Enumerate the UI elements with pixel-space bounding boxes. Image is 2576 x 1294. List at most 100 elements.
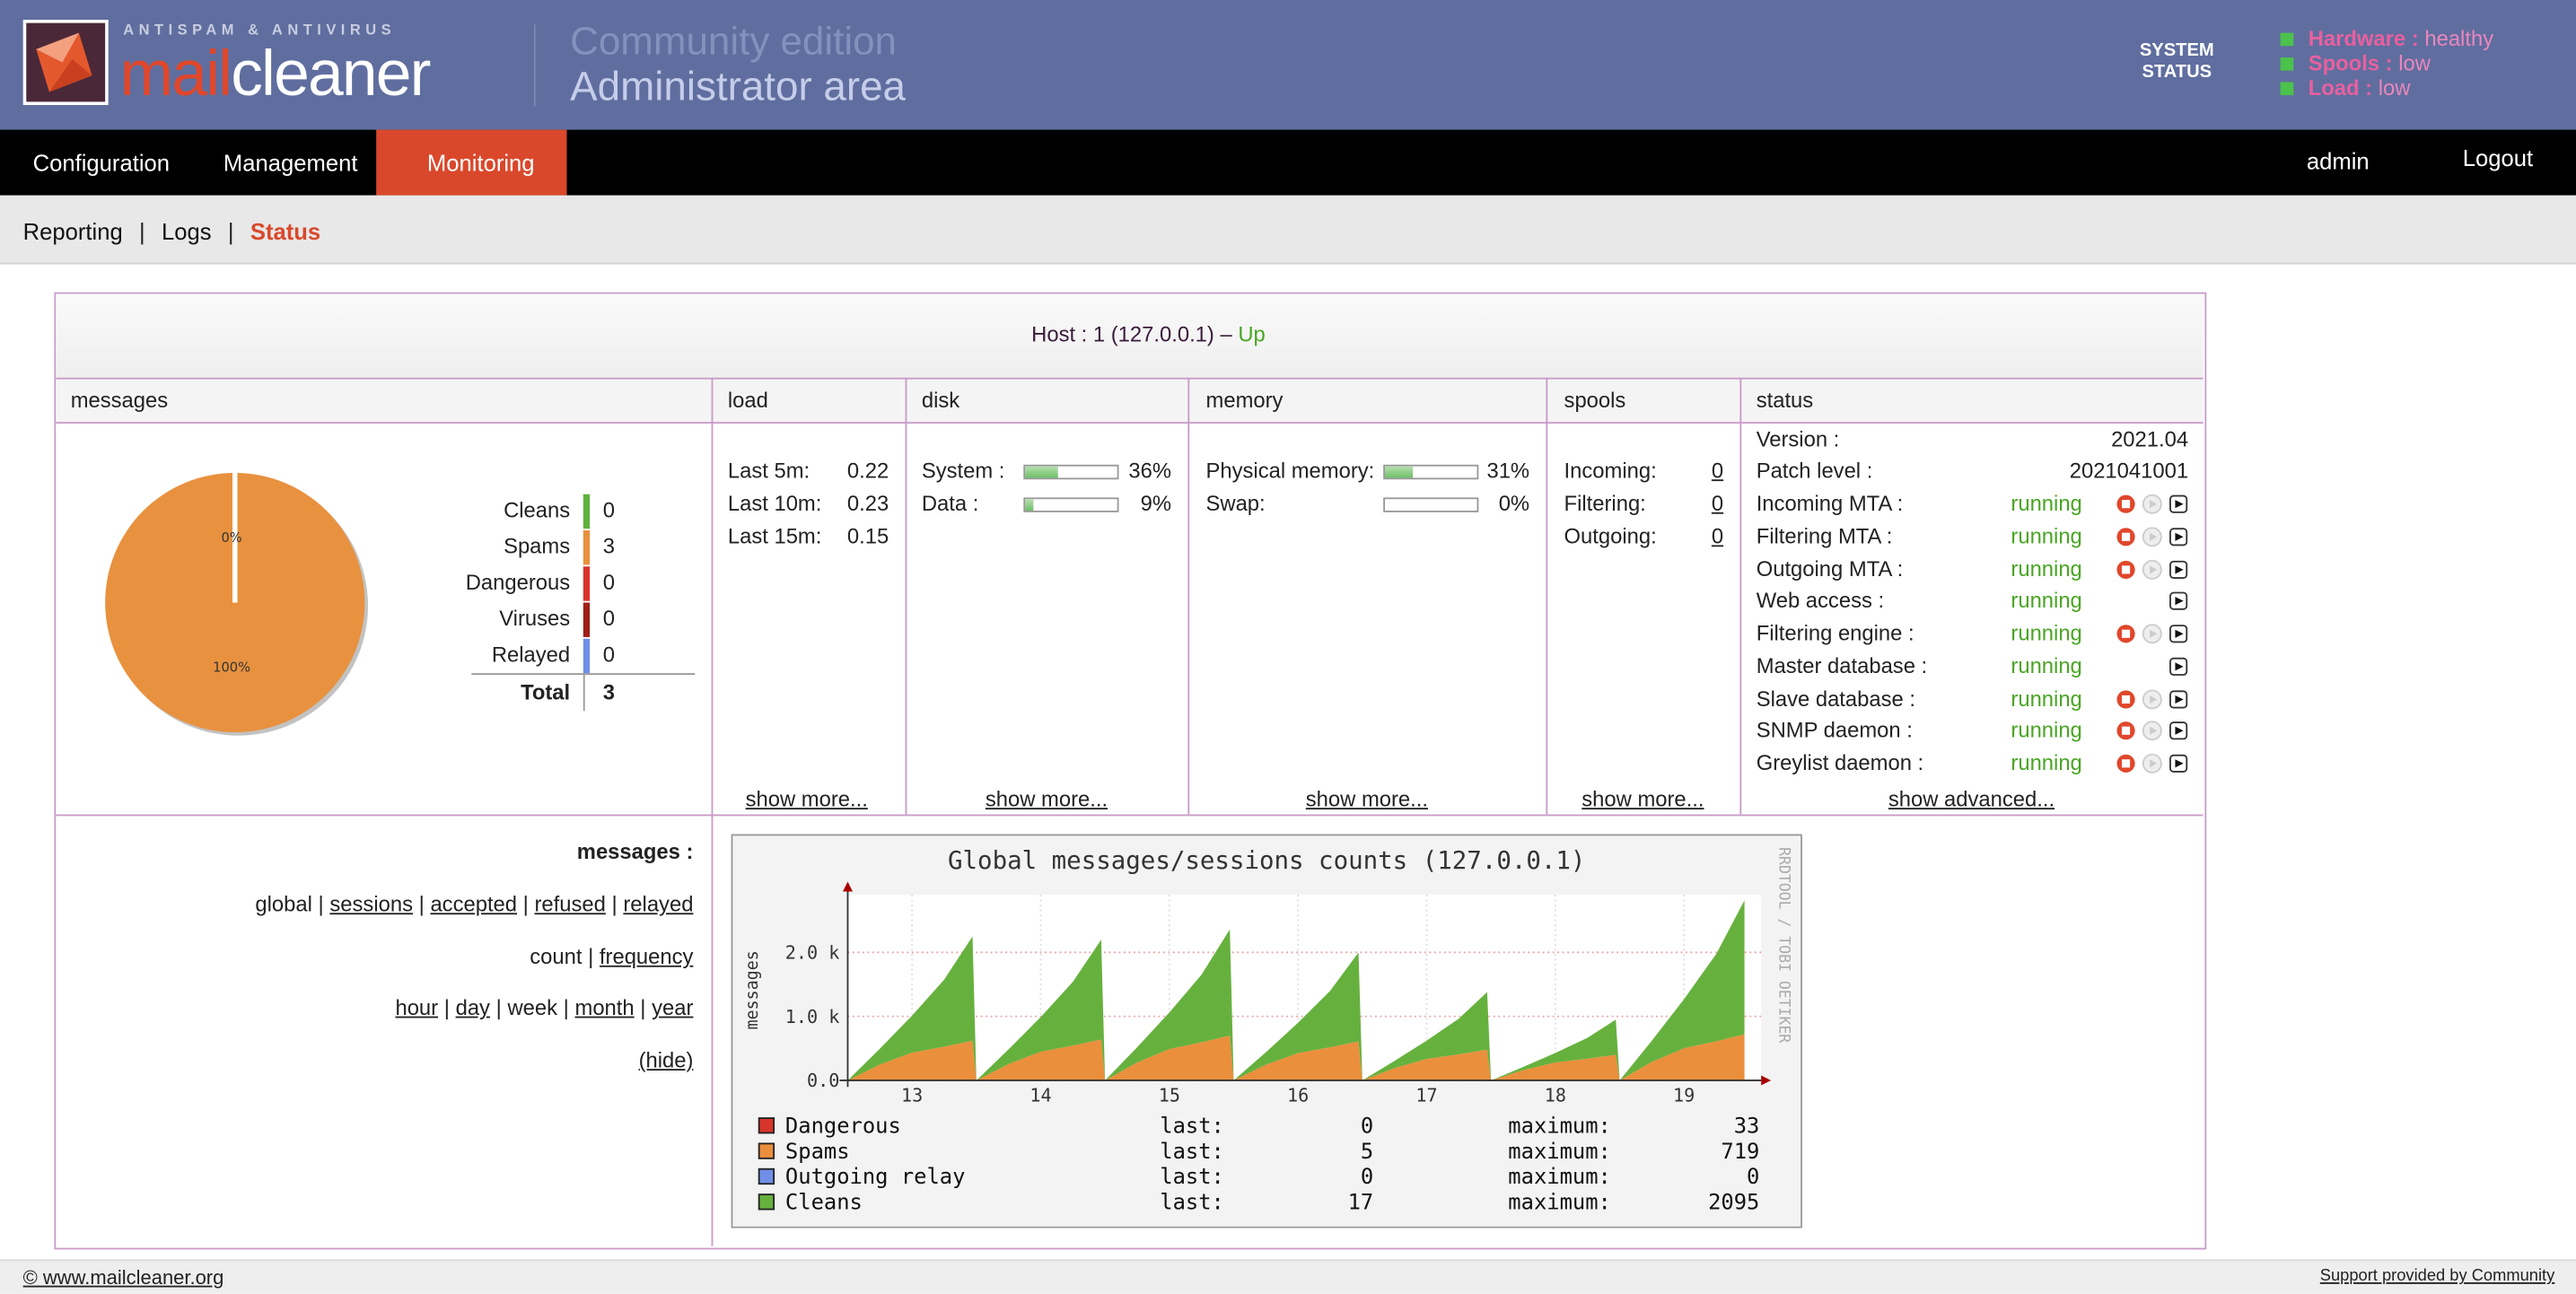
service-controls	[2116, 688, 2188, 709]
spool-label: Filtering:	[1564, 491, 1646, 516]
legend-value: 0	[602, 497, 615, 522]
meter-fill	[1025, 499, 1034, 511]
nav-logout[interactable]: Logout	[2462, 144, 2534, 171]
menu-link[interactable]: relayed	[623, 891, 694, 916]
menu-link[interactable]: year	[652, 994, 694, 1020]
memory-percent: 0%	[1498, 491, 1530, 516]
restart-glyph	[2175, 694, 2184, 704]
separator: |	[640, 994, 646, 1020]
panel-header-row	[56, 377, 2204, 424]
separator: |	[563, 994, 569, 1020]
service-state: running	[2011, 750, 2082, 775]
restart-button[interactable]	[2169, 625, 2188, 643]
menu-link[interactable]: hour	[395, 994, 439, 1020]
service-state: running	[2011, 685, 2082, 711]
panel-header: status	[1756, 387, 1814, 413]
nav-item[interactable]: Monitoring	[426, 149, 535, 176]
legend-name: Cleans	[785, 1190, 863, 1215]
meter-fill	[1385, 466, 1414, 478]
stop-button[interactable]	[2116, 494, 2135, 513]
subnav-item[interactable]: Logs	[162, 218, 212, 245]
show-more-link[interactable]: show more...	[1582, 786, 1704, 811]
y-tick-label: 2.0 k	[785, 942, 840, 964]
status-indicator	[2280, 57, 2294, 71]
legend-last: 0	[1361, 1164, 1373, 1189]
show-more-link[interactable]: show more...	[1305, 786, 1429, 811]
y-tick-label: 1.0 k	[785, 1006, 840, 1027]
restart-button[interactable]	[2169, 494, 2188, 513]
footer-link[interactable]: © www.mailcleaner.org	[22, 1265, 224, 1290]
service-controls	[2116, 494, 2188, 514]
logo-icon	[22, 19, 109, 106]
service-state: running	[2011, 555, 2082, 581]
divider	[905, 377, 907, 815]
host-state: Up	[1238, 321, 1266, 347]
legend-max: 33	[1734, 1113, 1760, 1138]
status-value: low	[2378, 75, 2411, 101]
status-name: Spools :	[2308, 50, 2393, 76]
stop-button[interactable]	[2116, 527, 2135, 546]
menu-link[interactable]: month	[574, 994, 635, 1020]
restart-button[interactable]	[2169, 559, 2188, 579]
rrd-graph: Global messages/sessions counts (127.0.0…	[731, 834, 1802, 1228]
stop-button[interactable]	[2116, 754, 2135, 773]
series-area	[847, 900, 1745, 1080]
legend-swatch	[758, 1193, 775, 1211]
restart-button[interactable]	[2169, 689, 2188, 708]
nav-item[interactable]: Configuration	[32, 149, 171, 176]
restart-button[interactable]	[2169, 527, 2188, 546]
show-advanced-link[interactable]: show advanced...	[1888, 786, 2055, 811]
patch-value: 2021041001	[2069, 458, 2189, 483]
subnav-item[interactable]: Reporting	[22, 218, 123, 245]
start-button	[2142, 494, 2162, 514]
service-controls	[2116, 526, 2188, 546]
spool-value[interactable]: 0	[1711, 458, 1724, 483]
stop-button[interactable]	[2116, 559, 2135, 579]
edition: Community edition	[570, 19, 897, 65]
restart-button[interactable]	[2169, 721, 2188, 740]
start-button	[2142, 688, 2162, 709]
restart-glyph	[2175, 661, 2184, 670]
restart-button[interactable]	[2169, 754, 2188, 773]
legend-swatch	[758, 1142, 775, 1159]
nav-item[interactable]: Management	[223, 149, 358, 176]
menu-link[interactable]: refused	[534, 891, 606, 916]
version-label: Version :	[1756, 426, 1840, 452]
legend-max: 719	[1721, 1139, 1759, 1164]
stop-button[interactable]	[2116, 625, 2135, 643]
menu-link[interactable]: frequency	[599, 944, 694, 969]
restart-button[interactable]	[2169, 657, 2188, 676]
menu-link[interactable]: sessions	[329, 891, 413, 916]
subnav-item[interactable]: Status	[250, 218, 321, 245]
load-label: Last 10m:	[727, 491, 822, 516]
load-value: 0.23	[846, 491, 889, 516]
x-tick-label: 16	[1287, 1085, 1309, 1106]
status-value: healthy	[2424, 26, 2494, 51]
stop-glyph	[2121, 564, 2131, 573]
spool-value[interactable]: 0	[1711, 523, 1724, 549]
stop-button[interactable]	[2116, 721, 2135, 740]
menu-link[interactable]: accepted	[430, 891, 518, 916]
total-bar	[583, 675, 585, 712]
load-label: Last 5m:	[727, 458, 810, 483]
start-button	[2142, 624, 2162, 644]
restart-button[interactable]	[2169, 592, 2188, 611]
legend-last: 0	[1361, 1113, 1373, 1138]
menu-link[interactable]: day	[455, 994, 490, 1020]
panel-header: load	[727, 387, 768, 413]
y-axis-label: messages	[743, 950, 762, 1029]
legend-name: Cleans	[504, 497, 571, 522]
footer-support[interactable]: Support provided by Community	[2319, 1267, 2555, 1286]
nav-user[interactable]: admin	[2306, 147, 2370, 174]
load-value: 0.15	[846, 523, 889, 549]
menu-line: count | frequency	[530, 944, 693, 970]
spool-label: Outgoing:	[1564, 523, 1657, 549]
start-glyph	[2150, 694, 2158, 704]
menu-link: week	[507, 994, 558, 1020]
spool-value[interactable]: 0	[1711, 491, 1724, 516]
show-more-link[interactable]: show more...	[745, 786, 868, 811]
stop-glyph	[2121, 694, 2131, 704]
hide-link[interactable]: (hide)	[638, 1047, 694, 1072]
show-more-link[interactable]: show more...	[985, 786, 1108, 811]
stop-button[interactable]	[2116, 689, 2135, 708]
